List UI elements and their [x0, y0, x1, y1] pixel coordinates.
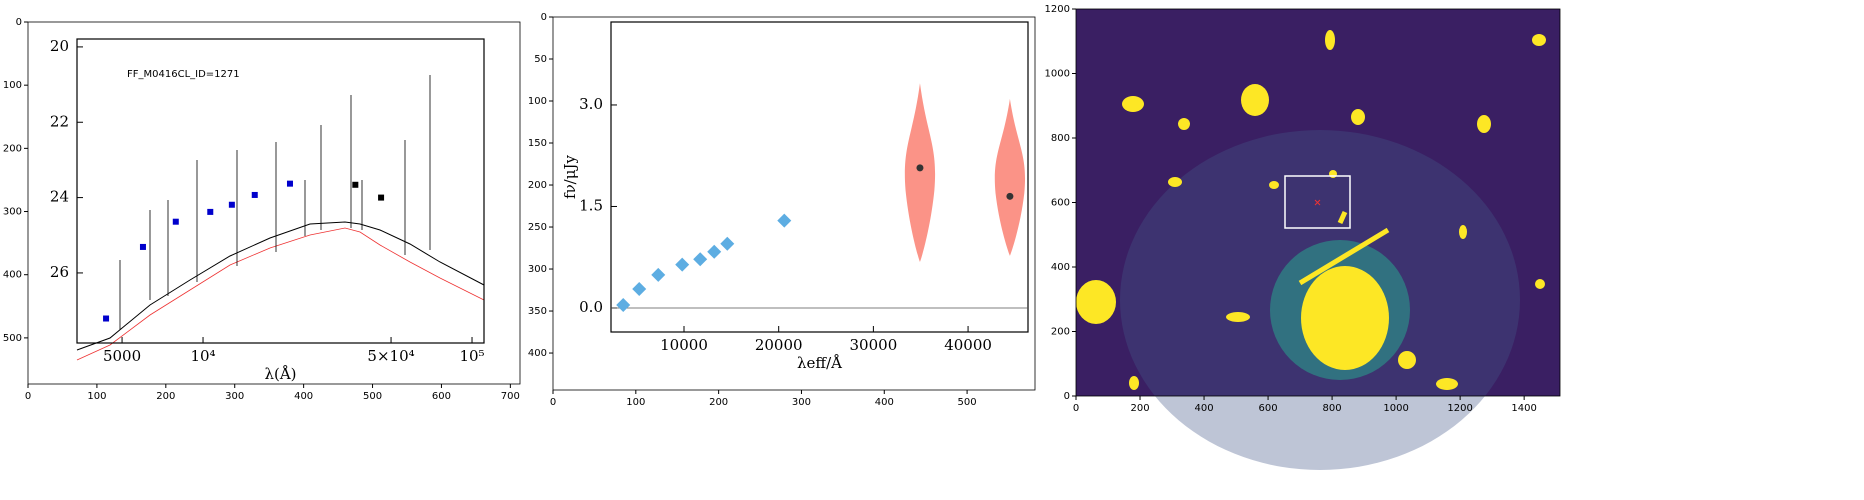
marker — [916, 164, 924, 172]
inset-y-tick-label: 0.0 — [579, 298, 603, 316]
marker — [139, 243, 146, 250]
axes-frame — [552, 16, 1036, 391]
inset-x-label: λeff/Å — [797, 354, 842, 372]
inset-x-tick-label: 5×10⁴ — [367, 347, 414, 365]
inset-x-tick-label: 10000 — [660, 336, 708, 354]
marker — [378, 194, 385, 201]
x-tick-label: 100 — [87, 391, 106, 402]
x-tick-label: 0 — [1073, 403, 1079, 414]
marker — [352, 181, 359, 188]
inset-x-tick-label: 30000 — [850, 336, 898, 354]
y-tick-label: 300 — [528, 264, 547, 275]
inset-y-tick-label: 24 — [50, 188, 69, 206]
axes-frame — [27, 21, 521, 385]
x-tick-label: 300 — [792, 397, 811, 408]
marker — [651, 267, 666, 282]
y-tick-label: 400 — [1051, 262, 1070, 273]
y-tick-label: 200 — [528, 180, 547, 191]
y-tick-label: 1000 — [1045, 69, 1070, 80]
y-tick-label: 400 — [3, 270, 22, 281]
marker — [777, 213, 792, 228]
marker — [251, 191, 258, 198]
x-tick-label: 600 — [432, 391, 451, 402]
violin — [994, 98, 1026, 256]
marker — [632, 282, 647, 297]
x-tick-label: 200 — [1130, 403, 1149, 414]
x-tick-label: 300 — [225, 391, 244, 402]
marker — [172, 218, 179, 225]
inset-y-tick-label: 1.5 — [579, 196, 603, 214]
spectrum-decoration — [76, 75, 485, 361]
inset-x-tick-label: 10⁴ — [190, 347, 215, 365]
x-tick-label: 200 — [709, 397, 728, 408]
y-tick-label: 250 — [528, 222, 547, 233]
x-tick-label: 500 — [363, 391, 382, 402]
inset-x-tick-label: 20000 — [755, 336, 803, 354]
inset-y-tick-label: 20 — [50, 37, 69, 55]
inset-x-label: λ(Å) — [264, 365, 296, 383]
y-tick-label: 800 — [1051, 133, 1070, 144]
y-tick-label: 350 — [528, 306, 547, 317]
inset-frame — [76, 38, 485, 344]
x-tick-label: 1000 — [1383, 403, 1408, 414]
y-tick-label: 300 — [3, 207, 22, 218]
x-tick-label: 0 — [550, 397, 556, 408]
x-tick-label: 500 — [958, 397, 977, 408]
marker — [616, 297, 631, 312]
inset-y-tick-label: 3.0 — [579, 95, 603, 113]
marker — [1006, 192, 1014, 200]
inset-label: FF_M0416CL_ID=1271 — [127, 69, 240, 80]
y-tick-label: 0 — [16, 17, 22, 28]
y-tick-label: 150 — [528, 138, 547, 149]
x-tick-label: 1400 — [1511, 403, 1536, 414]
inset-y-label: fν/μJy — [561, 154, 579, 198]
x-tick-label: 600 — [1259, 403, 1278, 414]
x-tick-label: 400 — [294, 391, 313, 402]
inset-x-tick-label: 40000 — [944, 336, 992, 354]
violin — [904, 83, 936, 262]
inset-y-tick-label: 26 — [50, 263, 69, 281]
marker — [228, 201, 235, 208]
x-tick-label: 0 — [25, 391, 31, 402]
y-tick-label: 600 — [1051, 198, 1070, 209]
x-tick-label: 400 — [875, 397, 894, 408]
marker — [103, 315, 110, 322]
y-tick-label: 500 — [3, 333, 22, 344]
marker — [720, 236, 735, 251]
y-tick-label: 0 — [541, 12, 547, 23]
marker — [693, 252, 708, 267]
x-tick-label: 800 — [1323, 403, 1342, 414]
y-tick-label: 50 — [534, 54, 547, 65]
y-tick-label: 200 — [1051, 327, 1070, 338]
x-tick-label: 100 — [626, 397, 645, 408]
x-tick-label: 200 — [156, 391, 175, 402]
y-tick-label: 400 — [528, 348, 547, 359]
inset-y-tick-label: 22 — [50, 112, 69, 130]
y-tick-label: 100 — [3, 80, 22, 91]
x-tick-label: 400 — [1194, 403, 1213, 414]
inset-x-tick-label: 10⁵ — [459, 347, 484, 365]
sky-image — [1076, 9, 1560, 470]
inset-x-tick-label: 5000 — [103, 347, 141, 365]
marker — [707, 244, 722, 259]
marker — [207, 208, 214, 215]
marker — [675, 257, 690, 272]
inset-frame — [610, 21, 1029, 333]
y-tick-label: 200 — [3, 143, 22, 154]
x-tick-label: 1200 — [1447, 403, 1472, 414]
y-tick-label: 100 — [528, 96, 547, 107]
x-tick-label: 700 — [501, 391, 520, 402]
marker — [286, 180, 293, 187]
y-tick-label: 0 — [1064, 391, 1070, 402]
y-tick-label: 1200 — [1045, 4, 1070, 15]
